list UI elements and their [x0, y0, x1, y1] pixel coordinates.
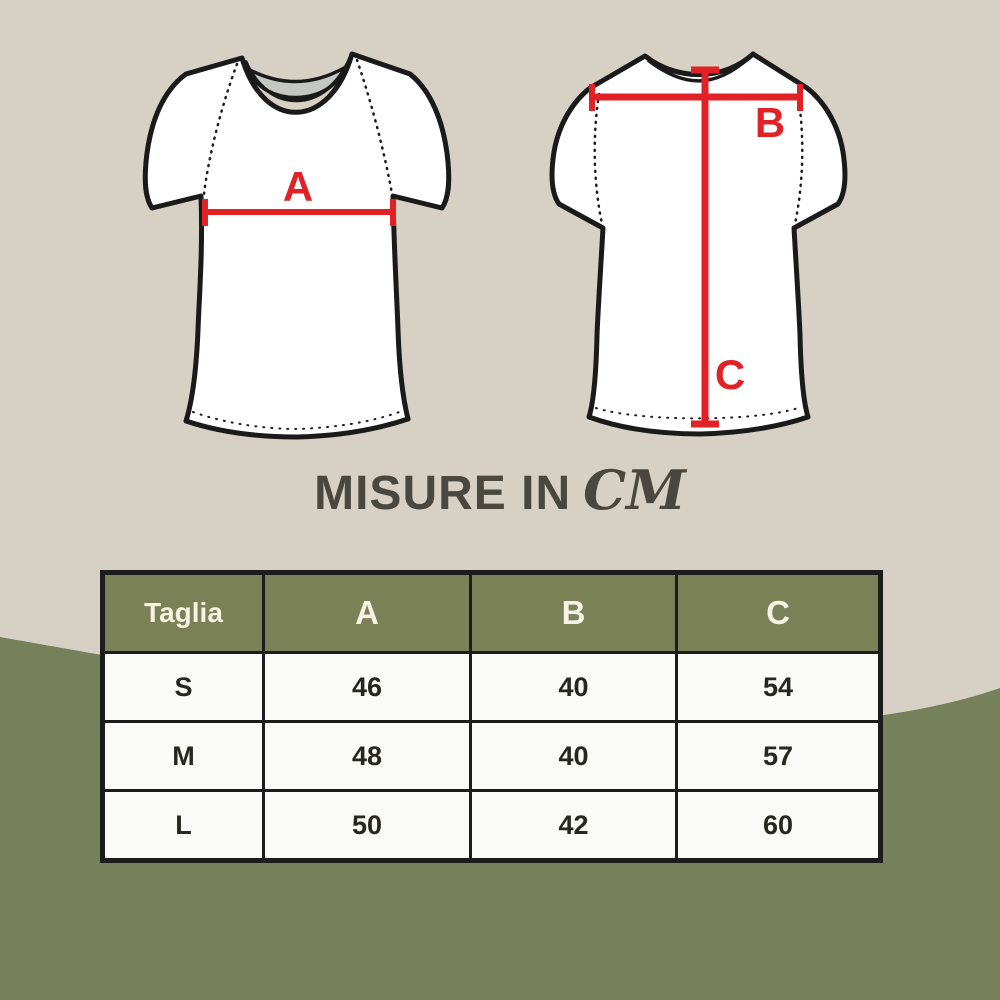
- back-shirt-diagram: [549, 51, 848, 437]
- back-hem-stitch-line: [595, 406, 802, 420]
- front-shirt-diagram: [142, 51, 452, 440]
- front-collar-rib-line: [244, 56, 352, 103]
- measurement-line-b: [589, 84, 803, 111]
- value-cell: 42: [469, 789, 678, 862]
- header-cell-c: C: [675, 571, 882, 654]
- header-cell-taglia: Taglia: [101, 571, 265, 654]
- header-cell-a: A: [262, 571, 472, 654]
- front-shirt-outline: [142, 51, 452, 440]
- table-row-l: L 50 42 60: [101, 789, 882, 862]
- measurement-label-c: C: [714, 351, 746, 398]
- value-cell: 50: [262, 789, 472, 862]
- measurement-label-b: B: [754, 99, 786, 146]
- table-row-m: M 48 40 57: [101, 720, 882, 792]
- size-cell: S: [101, 651, 265, 723]
- page-title-unit: CM: [583, 458, 686, 522]
- size-table: Taglia A B C S 46 40 54 M 48 40 57 L 50: [100, 570, 883, 863]
- measurement-label-a: A: [282, 163, 314, 210]
- value-cell: 40: [469, 720, 678, 792]
- page-title: MISURE IN CM: [0, 458, 1000, 522]
- size-cell: L: [101, 789, 265, 862]
- value-cell: 54: [675, 651, 882, 723]
- back-collar-band-line: [647, 56, 751, 83]
- table-row-s: S 46 40 54: [101, 651, 882, 723]
- measurement-line-c: [691, 66, 719, 428]
- measurement-line-a: [202, 199, 396, 226]
- value-cell: 40: [469, 651, 678, 723]
- back-left-sleeve-seam: [593, 92, 604, 226]
- page-title-text: MISURE IN: [314, 467, 572, 520]
- value-cell: 57: [675, 720, 882, 792]
- value-cell: 48: [262, 720, 472, 792]
- size-cell: M: [101, 720, 265, 792]
- value-cell: 46: [262, 651, 472, 723]
- header-cell-b: B: [469, 571, 678, 654]
- front-right-sleeve-seam: [355, 58, 394, 196]
- front-hem-stitch-line: [192, 410, 403, 431]
- value-cell: 60: [675, 789, 882, 862]
- size-table-header-row: Taglia A B C: [101, 571, 882, 654]
- back-shirt-outline: [549, 51, 848, 437]
